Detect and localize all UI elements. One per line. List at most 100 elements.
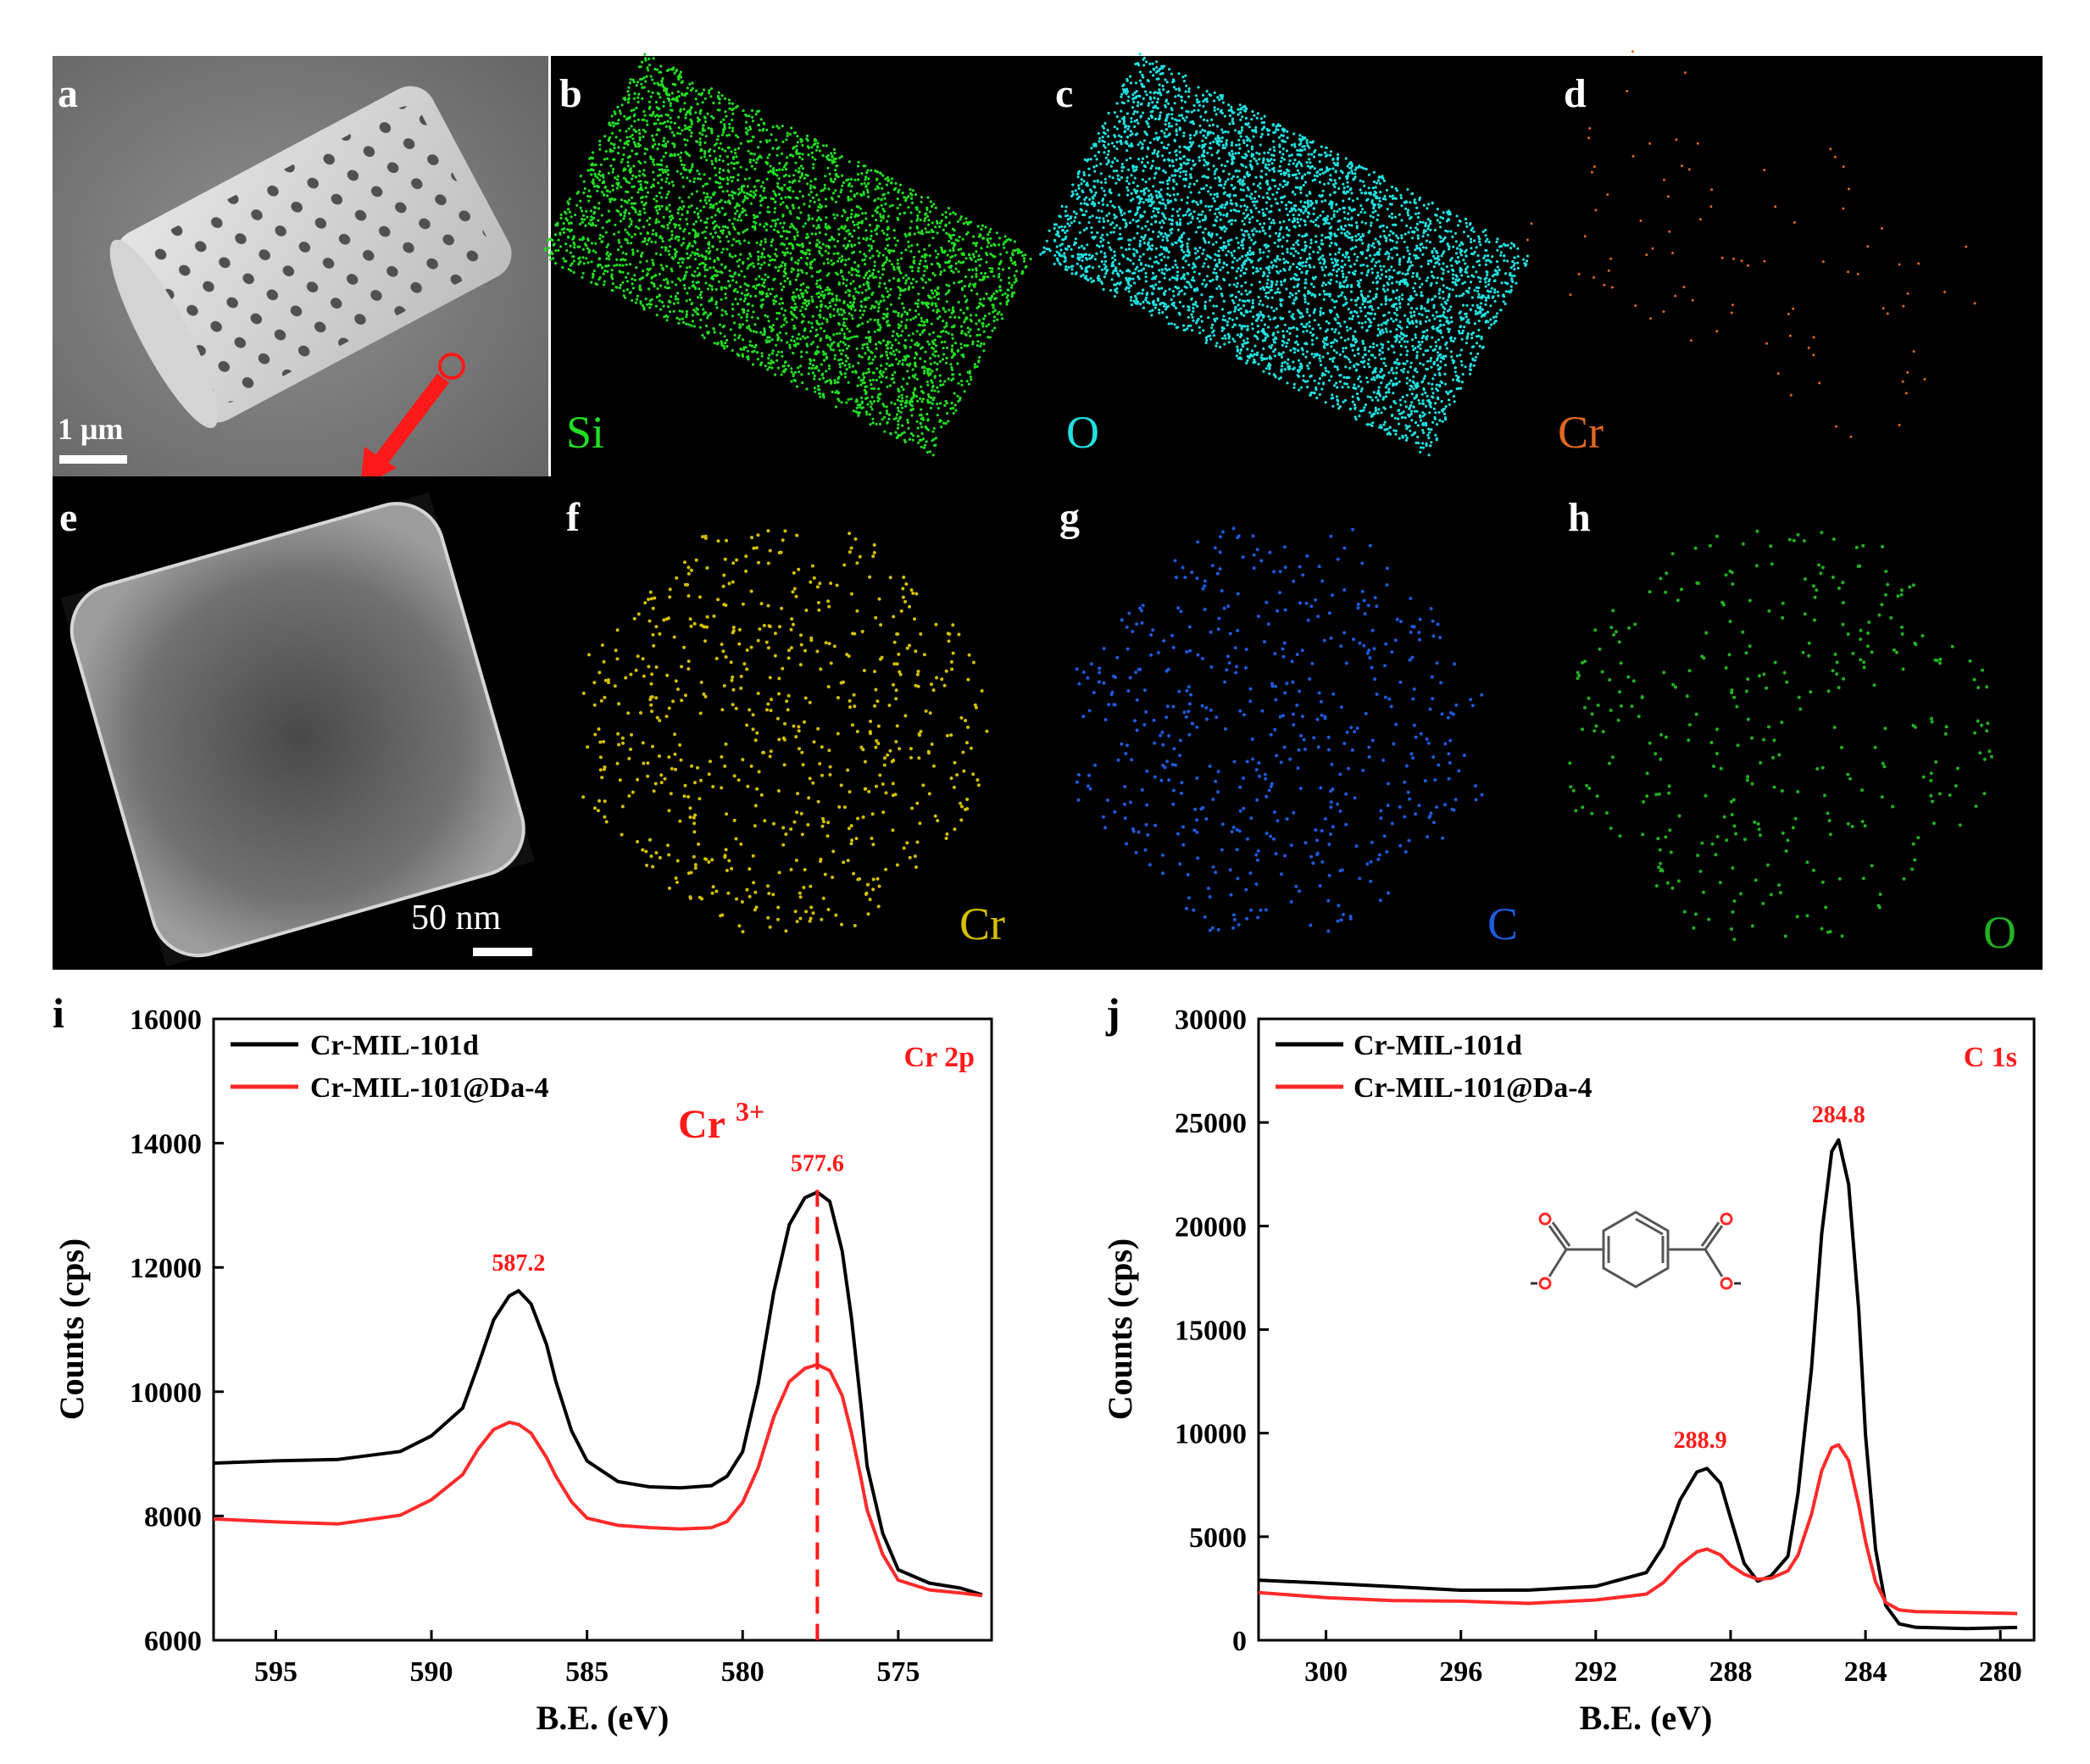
- eds-dot: [751, 304, 754, 308]
- eds-dot: [573, 246, 576, 249]
- eds-dot: [812, 166, 815, 170]
- eds-dot: [979, 344, 982, 348]
- eds-dot: [1209, 298, 1212, 302]
- eds-dot: [666, 114, 670, 117]
- eds-dot: [817, 224, 820, 227]
- eds-dot: [886, 244, 890, 248]
- eds-dot: [657, 163, 661, 166]
- eds-dot: [618, 129, 622, 132]
- eds-dot: [874, 209, 877, 213]
- eds-dot: [1242, 314, 1246, 317]
- eds-dot: [969, 376, 972, 379]
- eds-dot: [1342, 347, 1345, 350]
- eds-dot: [620, 103, 624, 107]
- eds-dot: [754, 189, 758, 192]
- eds-dot: [642, 109, 646, 114]
- eds-dot: [959, 218, 962, 221]
- eds-dot: [931, 342, 936, 345]
- eds-dot: [703, 149, 707, 153]
- eds-dot: [763, 225, 766, 228]
- eds-dot: [630, 202, 633, 205]
- eds-dot: [616, 122, 620, 125]
- eds-dot: [1333, 306, 1337, 309]
- eds-dot: [915, 208, 919, 211]
- eds-dot: [1138, 70, 1142, 74]
- eds-dot: [679, 132, 682, 136]
- eds-dot: [945, 401, 948, 405]
- eds-dot: [647, 269, 650, 272]
- eds-dot: [620, 160, 623, 164]
- eds-dot: [654, 274, 658, 277]
- eds-dot: [622, 153, 625, 157]
- eds-dot: [680, 243, 683, 247]
- eds-dot: [864, 288, 868, 292]
- eds-dot: [820, 374, 824, 377]
- eds-dot: [864, 274, 868, 277]
- eds-dot: [998, 243, 1001, 247]
- eds-dot: [812, 359, 816, 362]
- eds-dot: [801, 320, 805, 323]
- eds-dot: [653, 68, 657, 71]
- eds-dot: [800, 355, 803, 359]
- eds-dot: [1324, 151, 1327, 154]
- eds-dot: [636, 249, 639, 253]
- eds-dot: [714, 220, 717, 223]
- eds-dot: [792, 306, 796, 309]
- eds-dot: [696, 248, 699, 252]
- eds-dot: [1317, 225, 1320, 228]
- eds-dot: [799, 211, 803, 214]
- eds-dot: [798, 206, 801, 209]
- eds-dot: [784, 368, 787, 371]
- eds-dot: [777, 146, 781, 149]
- eds-dot: [728, 126, 731, 130]
- eds-dot: [755, 241, 759, 244]
- eds-dot: [838, 331, 842, 335]
- eds-dot: [786, 134, 789, 137]
- eds-dot: [753, 153, 756, 156]
- eds-dot: [950, 401, 953, 405]
- eds-dot: [697, 232, 700, 236]
- eds-dot: [1445, 347, 1448, 350]
- eds-dot: [653, 178, 656, 181]
- eds-dot: [848, 232, 851, 236]
- eds-dot: [589, 169, 592, 172]
- eds-dot: [950, 349, 953, 353]
- eds-dot: [629, 135, 632, 138]
- eds-dot: [898, 270, 902, 273]
- eds-dot: [892, 265, 896, 269]
- eds-dot: [928, 210, 932, 214]
- eds-dot: [1005, 296, 1009, 299]
- eds-dot: [586, 194, 590, 198]
- eds-dot: [654, 220, 659, 224]
- eds-dot: [702, 261, 705, 265]
- eds-dot: [1463, 281, 1466, 284]
- eds-dot: [855, 270, 859, 273]
- eds-dot: [910, 201, 914, 204]
- eds-dot: [888, 384, 892, 387]
- eds-dot: [790, 270, 793, 274]
- eds-dot: [664, 277, 669, 281]
- eds-dot: [644, 58, 648, 62]
- eds-dot: [1182, 131, 1186, 135]
- eds-dot: [754, 277, 758, 281]
- eds-dot: [1148, 264, 1151, 268]
- eds-dot: [605, 257, 609, 260]
- eds-dot: [651, 91, 654, 94]
- eds-dot: [613, 158, 616, 161]
- eds-dot: [782, 230, 786, 233]
- eds-dot: [752, 159, 756, 162]
- eds-dot: [607, 209, 611, 213]
- eds-dot: [797, 294, 800, 298]
- eds-dot: [698, 287, 701, 291]
- eds-dot: [960, 379, 964, 382]
- eds-dot: [710, 285, 714, 288]
- eds-dot: [1238, 352, 1242, 355]
- eds-dot: [844, 291, 848, 294]
- eds-dot: [626, 90, 630, 93]
- eds-dot: [760, 284, 764, 287]
- eds-dot: [860, 401, 864, 404]
- eds-dot: [723, 123, 726, 126]
- eds-dot: [922, 274, 925, 277]
- eds-dot: [731, 102, 735, 105]
- eds-dot: [857, 205, 860, 209]
